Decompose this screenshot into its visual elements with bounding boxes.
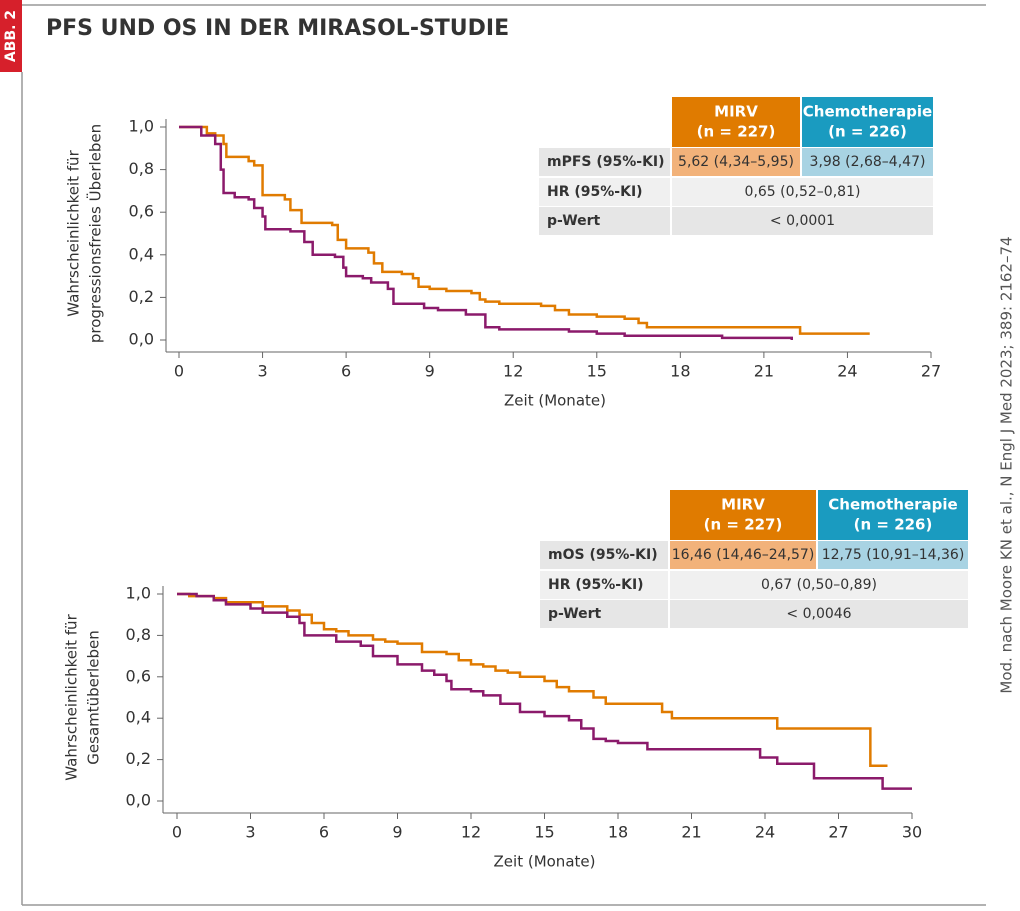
table-value-cell	[670, 600, 968, 628]
x-axis-label: Zeit (Monate)	[504, 392, 606, 410]
x-tick-label: 3	[257, 362, 267, 381]
y-tick-label: 0,4	[126, 708, 151, 727]
table-value: 0,67 (0,50–0,89)	[761, 577, 877, 593]
table-row-label: mOS (95%-KI)	[548, 547, 658, 563]
survival-curve	[179, 125, 870, 335]
table-header-cell	[802, 97, 933, 147]
source: Mod. nach Moore KN et al., N Engl J Med …	[998, 236, 1016, 693]
y-axis-label: Wahrscheinlichkeit für	[65, 149, 83, 316]
x-tick-label: 9	[392, 823, 402, 842]
table-header-cell	[818, 490, 968, 540]
x-tick-label: 12	[503, 362, 523, 381]
title: PFS UND OS IN DER MIRASOL-STUDIE	[46, 16, 509, 41]
x-tick-label: 6	[319, 823, 329, 842]
x-tick-label: 3	[245, 823, 255, 842]
table-value: 0,65 (0,52–0,81)	[745, 184, 861, 200]
table-value-cell	[670, 541, 816, 569]
survival-curve	[177, 592, 912, 790]
table-label-cell	[540, 571, 668, 599]
table-header-n: (n = 226)	[854, 516, 933, 534]
table-header: MIRV	[714, 103, 758, 121]
y-tick-label: 0,0	[129, 330, 154, 349]
table-value: 16,46 (14,46–24,57)	[672, 547, 815, 563]
x-tick-label: 0	[174, 362, 184, 381]
table-header: MIRV	[721, 496, 765, 514]
table-header: Chemotherapie	[828, 496, 957, 514]
table-value-cell	[672, 207, 933, 235]
badge	[0, 0, 22, 72]
y-tick-label: 1,0	[126, 584, 151, 603]
x-tick-label: 21	[681, 823, 701, 842]
y-tick-label: 0,4	[129, 244, 154, 263]
y-axis-label: Gesamtüberleben	[85, 630, 103, 764]
x-tick-label: 9	[425, 362, 435, 381]
x-tick-label: 30	[902, 823, 922, 842]
table-label-cell	[539, 148, 670, 176]
table-value-cell	[818, 541, 968, 569]
survival-curve	[177, 592, 888, 768]
x-tick-label: 15	[587, 362, 607, 381]
badge-text: ABB. 2	[3, 10, 19, 62]
table-value: 12,75 (10,91–14,36)	[822, 547, 965, 563]
table-row-label: mPFS (95%-KI)	[547, 154, 665, 170]
x-axis-label: Zeit (Monate)	[494, 853, 596, 871]
table-value: < 0,0001	[770, 213, 835, 229]
survival-curve	[179, 125, 793, 340]
x-tick-label: 24	[837, 362, 857, 381]
table-value: < 0,0046	[786, 606, 851, 622]
y-tick-label: 0,2	[129, 287, 154, 306]
table-header-n: (n = 227)	[697, 123, 776, 141]
y-tick-label: 0,8	[126, 625, 151, 644]
table-header-cell	[672, 97, 800, 147]
table-label-cell	[540, 541, 668, 569]
y-tick-label: 0,6	[129, 202, 154, 221]
x-tick-label: 18	[608, 823, 628, 842]
table-value-cell	[672, 148, 800, 176]
y-tick-label: 0,8	[129, 159, 154, 178]
x-tick-label: 12	[461, 823, 481, 842]
table-label-cell	[539, 178, 670, 206]
y-tick-label: 0,6	[126, 666, 151, 685]
y-tick-label: 0,0	[126, 791, 151, 810]
table-row-label: p-Wert	[548, 606, 602, 622]
table-value: 5,62 (4,34–5,95)	[678, 154, 794, 170]
table-value-cell	[670, 571, 968, 599]
y-axis-label: Wahrscheinlichkeit für	[63, 613, 81, 780]
table-header-n: (n = 226)	[828, 123, 907, 141]
x-tick-label: 27	[828, 823, 848, 842]
table-value-cell	[802, 148, 933, 176]
table-row-label: HR (95%-KI)	[548, 577, 644, 593]
table-label-cell	[540, 600, 668, 628]
x-tick-label: 27	[921, 362, 941, 381]
x-tick-label: 15	[534, 823, 554, 842]
table-value-cell	[672, 178, 933, 206]
y-axis-label: progressionsfreies Überleben	[86, 124, 105, 343]
y-tick-label: 1,0	[129, 117, 154, 136]
x-tick-label: 24	[755, 823, 775, 842]
y-tick-label: 0,2	[126, 749, 151, 768]
table-header: Chemotherapie	[803, 103, 932, 121]
table-label-cell	[539, 207, 670, 235]
table-value: 3,98 (2,68–4,47)	[810, 154, 926, 170]
x-tick-label: 21	[754, 362, 774, 381]
x-tick-label: 18	[670, 362, 690, 381]
table-row-label: HR (95%-KI)	[547, 184, 643, 200]
table-row-label: p-Wert	[547, 213, 601, 229]
table-header-n: (n = 227)	[704, 516, 783, 534]
table-header-cell	[670, 490, 816, 540]
x-tick-label: 0	[172, 823, 182, 842]
x-tick-label: 6	[341, 362, 351, 381]
